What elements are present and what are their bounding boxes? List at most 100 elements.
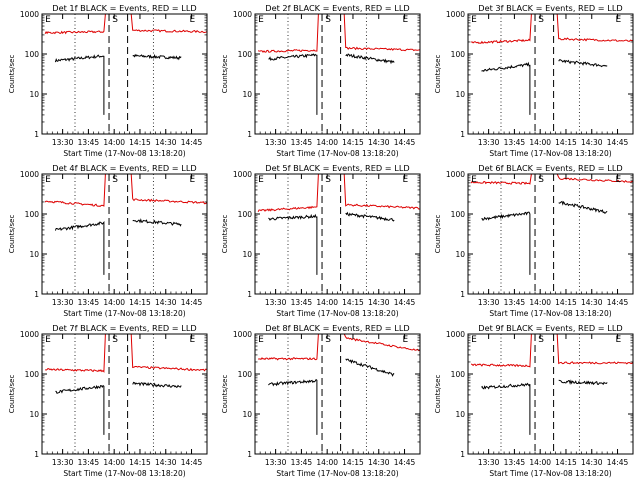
x-tick-label: 14:15 [342,458,364,467]
e-marker: E [402,15,408,25]
e-marker: E [189,15,195,25]
x-tick-label: 14:30 [581,298,603,307]
plot-frame [467,13,634,135]
x-tick-label: 14:30 [155,298,177,307]
events-series-line [132,381,182,388]
e-marker: E [189,175,195,185]
y-tick-label: 100 [238,210,253,219]
y-tick-label: 100 [25,50,40,59]
y-tick-label: 100 [25,370,40,379]
e-marker: E [402,335,408,345]
x-tick-label: 14:00 [316,298,338,307]
detector-plot-9: Det 9f BLACK = Events, RED = LLD Counts/s… [434,323,634,478]
s-marker: S [325,175,331,185]
events-series-line [132,218,182,227]
lld-series-line [470,173,532,185]
x-tick-label: 14:45 [181,298,203,307]
plot-frame [254,333,421,455]
events-series-line [345,53,395,65]
x-tick-label: 14:30 [581,458,603,467]
y-tick-label: 100 [238,370,253,379]
x-axis-label: Start Time (17-Nov-08 13:18:20) [276,149,398,158]
x-tick-label: 13:30 [265,298,287,307]
y-tick-label: 10 [29,90,39,99]
y-axis-label: Counts/sec [434,215,442,254]
plot-frame [467,333,634,455]
x-tick-label: 13:30 [478,138,500,147]
detector-plot-5: Det 5f BLACK = Events, RED = LLD Counts/s… [221,163,421,318]
lld-series-line [343,333,421,352]
events-series-line [132,53,182,61]
events-series-line [345,211,395,222]
detector-panel-3: Det 3f BLACK = Events, RED = LLD Counts/s… [426,0,639,160]
y-tick-label: 1 [247,290,252,299]
x-tick-label: 14:00 [103,458,125,467]
x-tick-label: 14:15 [555,458,577,467]
events-series-line [558,59,608,68]
detector-panel-4: Det 4f BLACK = Events, RED = LLD Counts/s… [0,160,213,320]
events-series-line [481,61,531,115]
x-tick-label: 14:30 [368,298,390,307]
detector-panel-9: Det 9f BLACK = Events, RED = LLD Counts/s… [426,320,639,480]
x-tick-label: 14:30 [155,138,177,147]
y-tick-label: 1000 [20,330,39,339]
y-tick-label: 1 [34,130,39,139]
y-tick-label: 1 [34,450,39,459]
e-marker: E [471,335,477,345]
detector-panel-8: Det 8f BLACK = Events, RED = LLD Counts/s… [213,320,426,480]
e-marker: E [45,175,51,185]
x-tick-label: 13:30 [52,298,74,307]
lld-series-line [343,173,421,210]
x-tick-label: 14:45 [394,138,416,147]
y-tick-label: 1 [460,450,465,459]
x-tick-label: 14:45 [394,458,416,467]
chart-title: Det 5f BLACK = Events, RED = LLD [265,163,409,173]
chart-title: Det 3f BLACK = Events, RED = LLD [478,3,622,13]
s-marker: S [325,15,331,25]
x-axis-label: Start Time (17-Nov-08 13:18:20) [63,309,185,318]
events-series-line [268,53,318,115]
x-tick-label: 14:00 [103,298,125,307]
lld-series-line [44,333,106,373]
events-series-line [345,358,395,377]
events-series-line [55,384,105,435]
lld-series-line [257,173,319,212]
e-marker: E [45,15,51,25]
x-axis-label: Start Time (17-Nov-08 13:18:20) [276,469,398,478]
x-tick-label: 13:30 [52,138,74,147]
lld-series-line [258,13,319,53]
chart-title: Det 4f BLACK = Events, RED = LLD [52,163,196,173]
x-tick-label: 14:15 [555,298,577,307]
events-series-line [481,211,531,275]
x-axis-label: Start Time (17-Nov-08 13:18:20) [63,149,185,158]
e-marker: E [45,335,51,345]
s-marker: S [112,15,118,25]
e-marker: E [615,175,621,185]
events-series-line [268,378,318,435]
x-tick-label: 13:45 [291,138,313,147]
y-axis-label: Counts/sec [434,55,442,94]
e-marker: E [402,175,408,185]
y-tick-label: 1 [34,290,39,299]
x-tick-label: 14:45 [181,138,203,147]
x-tick-label: 14:15 [342,138,364,147]
x-tick-label: 14:45 [607,298,629,307]
x-tick-label: 14:45 [607,138,629,147]
lld-series-line [556,333,634,365]
x-tick-label: 14:00 [529,298,551,307]
y-tick-label: 10 [242,410,252,419]
x-tick-label: 14:00 [103,138,125,147]
y-tick-label: 1000 [446,10,465,19]
s-marker: S [538,15,544,25]
y-tick-label: 1000 [233,170,252,179]
y-axis-label: Counts/sec [434,375,442,414]
y-tick-label: 1000 [446,170,465,179]
x-tick-label: 13:30 [265,138,287,147]
s-marker: S [112,335,118,345]
s-marker: S [538,335,544,345]
x-tick-label: 14:45 [394,298,416,307]
plot-frame [254,13,421,135]
lld-series-line [130,13,208,34]
x-tick-label: 14:00 [529,138,551,147]
events-series-line [54,220,105,275]
